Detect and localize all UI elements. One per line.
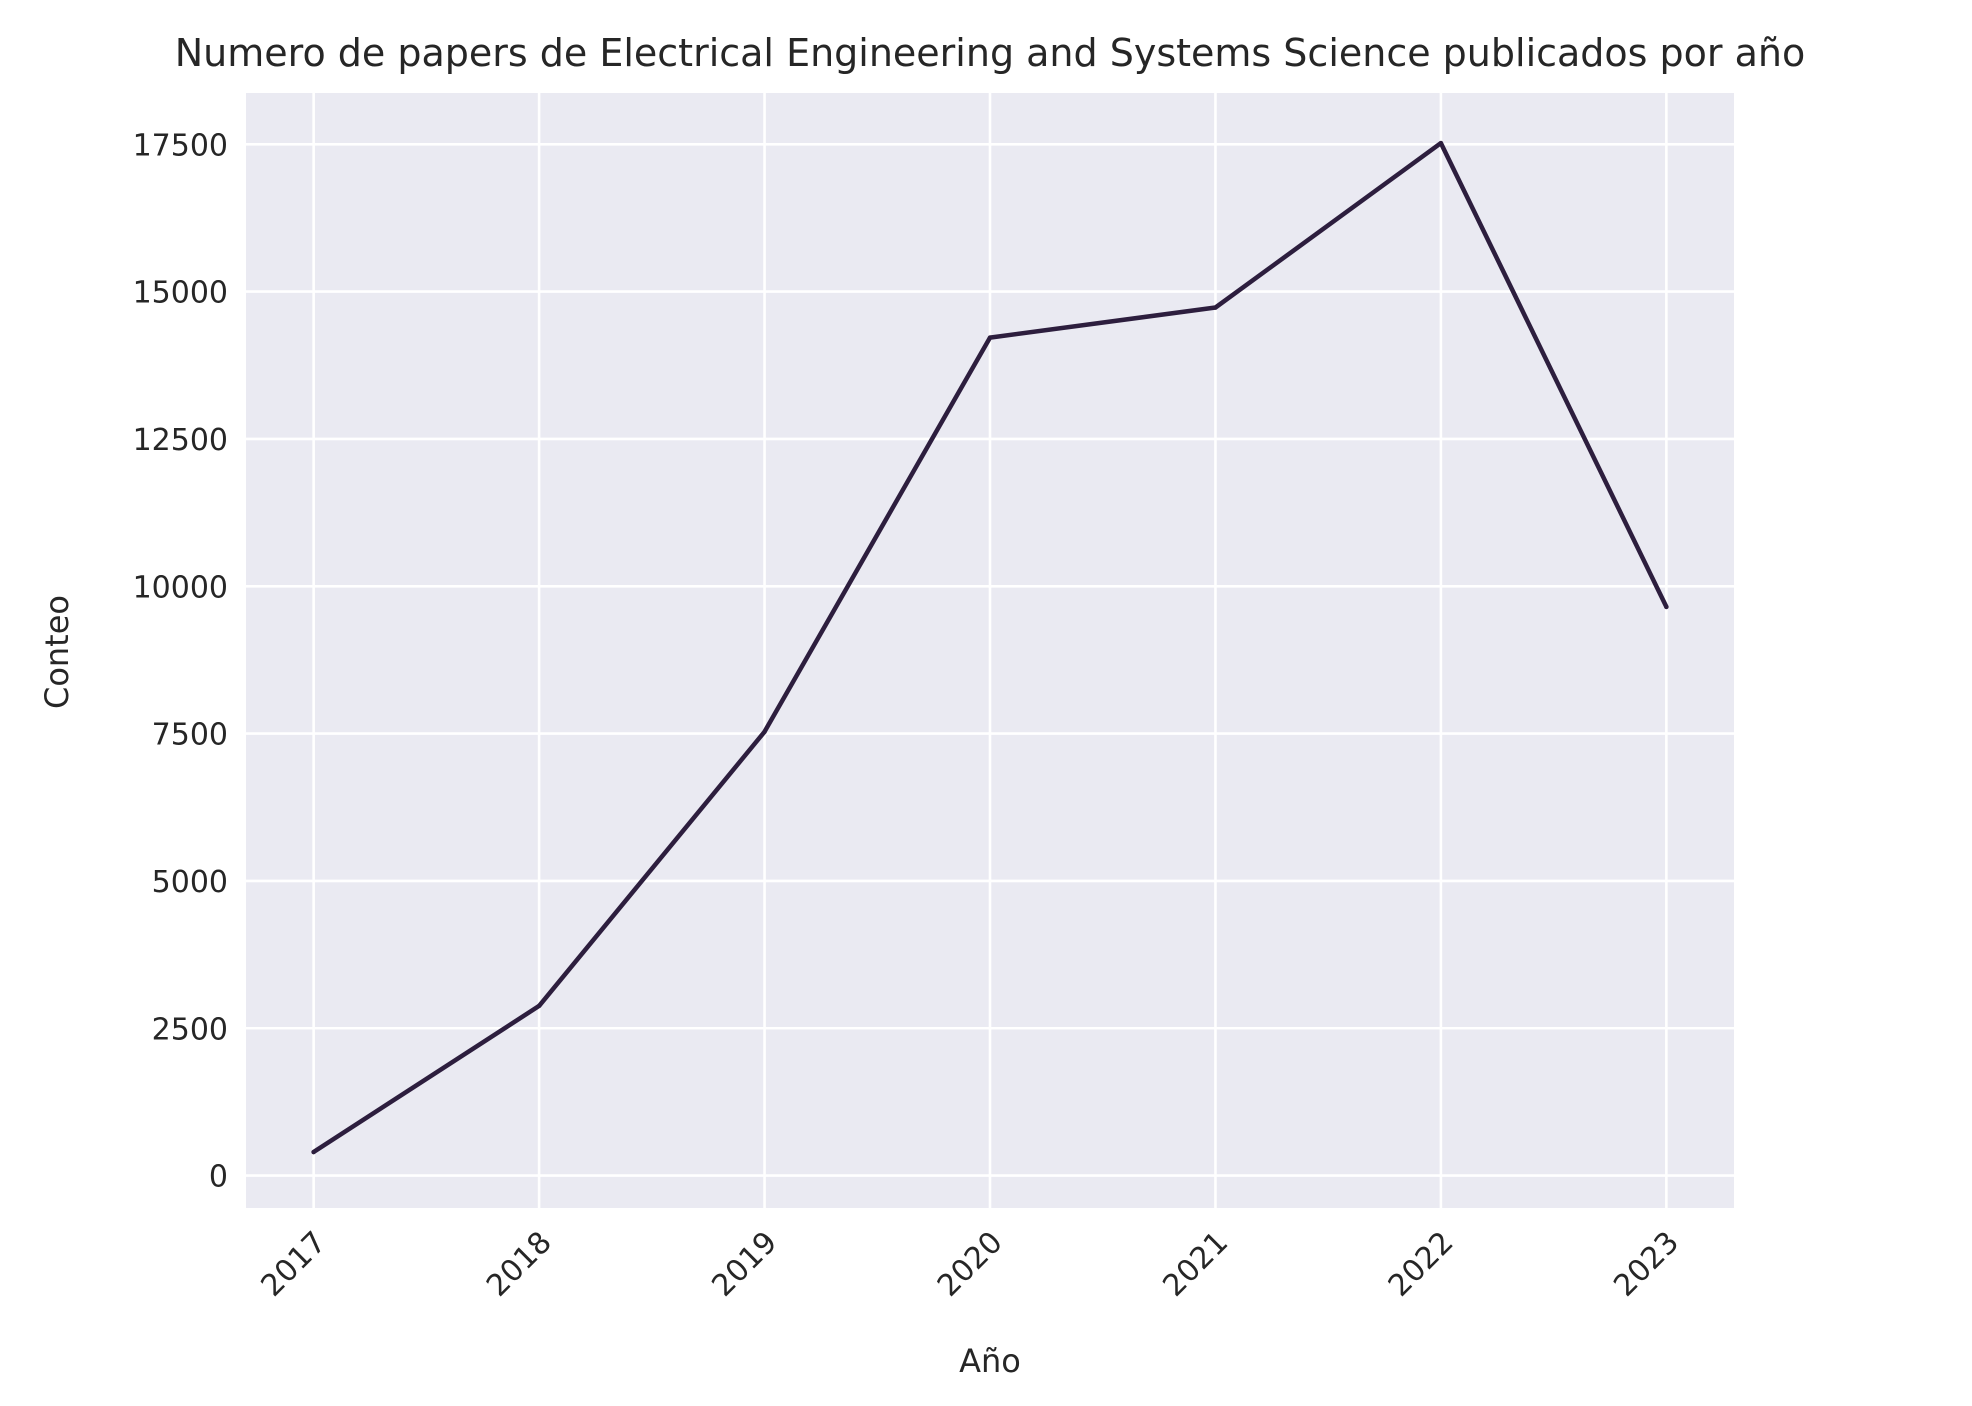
y-tick-label: 5000 (152, 865, 228, 900)
y-tick-label: 10000 (133, 570, 228, 605)
x-tick-label: 2019 (705, 1225, 784, 1304)
x-tick-label: 2023 (1607, 1225, 1686, 1304)
chart-title: Numero de papers de Electrical Engineeri… (175, 31, 1806, 75)
x-tick-label: 2017 (255, 1225, 334, 1304)
gridlines (246, 93, 1734, 1208)
y-tick-label: 2500 (152, 1012, 228, 1047)
data-point (311, 1149, 316, 1155)
y-tick-label: 12500 (133, 423, 228, 458)
data-point (1213, 305, 1218, 310)
data-point (762, 729, 767, 735)
y-tick-labels: 0 2500 5000 7500 10000 12500 15000 17500 (133, 128, 228, 1194)
x-tick-label: 2020 (931, 1225, 1010, 1304)
data-point (987, 335, 993, 340)
data-point (1664, 604, 1669, 610)
y-axis-title: Conteo (38, 595, 76, 709)
x-tick-label: 2021 (1156, 1225, 1235, 1304)
y-tick-label: 7500 (152, 718, 228, 753)
y-tick-label: 15000 (133, 276, 228, 311)
series-layer (311, 140, 1669, 1155)
data-point (536, 1003, 542, 1009)
y-tick-label: 17500 (133, 128, 228, 163)
y-tick-label: 0 (209, 1160, 228, 1195)
x-tick-label: 2022 (1382, 1225, 1461, 1304)
data-point (1438, 140, 1444, 146)
x-axis-title: Año (959, 1342, 1021, 1380)
x-tick-label: 2018 (480, 1225, 559, 1304)
x-tick-labels: 2017 2018 2019 2020 2021 2022 2023 (255, 1225, 1686, 1304)
